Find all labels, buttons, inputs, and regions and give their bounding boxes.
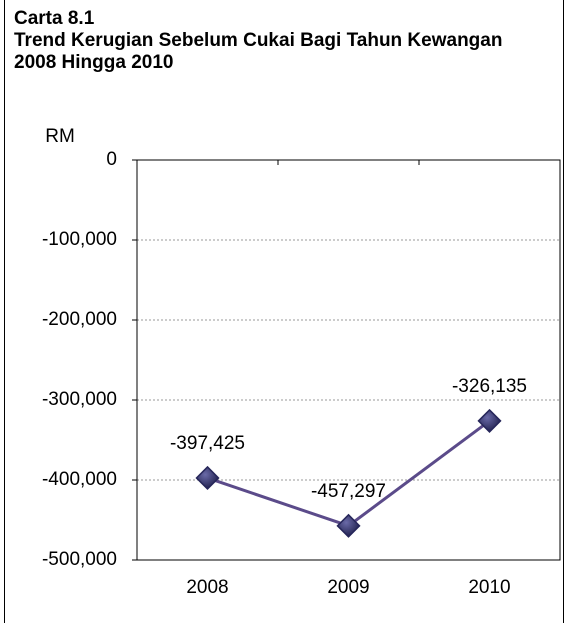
chart-title: Trend Kerugian Sebelum Cukai Bagi Tahun … [14,30,503,73]
y-axis-label: RM [45,126,75,147]
y-tick-label: 0 [106,149,117,170]
x-tick-label: 2008 [186,577,228,598]
frame [4,0,564,623]
data-label: -326,135 [452,376,527,397]
y-tick-label: -500,000 [42,549,117,570]
y-tick-label: -200,000 [42,309,117,330]
chart-label: Carta 8.1 [14,8,95,29]
plot-area [136,159,561,561]
marker [195,465,220,491]
x-tick-label: 2009 [327,577,369,598]
marker [336,513,361,538]
data-label: -397,425 [170,433,245,454]
y-tick-label: -100,000 [42,229,117,250]
marker [477,408,502,433]
y-tick-label: -300,000 [42,389,117,410]
y-tick-label: -400,000 [42,469,117,490]
line [207,419,491,528]
data-label: -457,297 [311,481,386,502]
x-tick-label: 2010 [468,577,510,598]
header: Carta 8.1 Trend Kerugian Sebelum Cukai B… [14,8,534,74]
